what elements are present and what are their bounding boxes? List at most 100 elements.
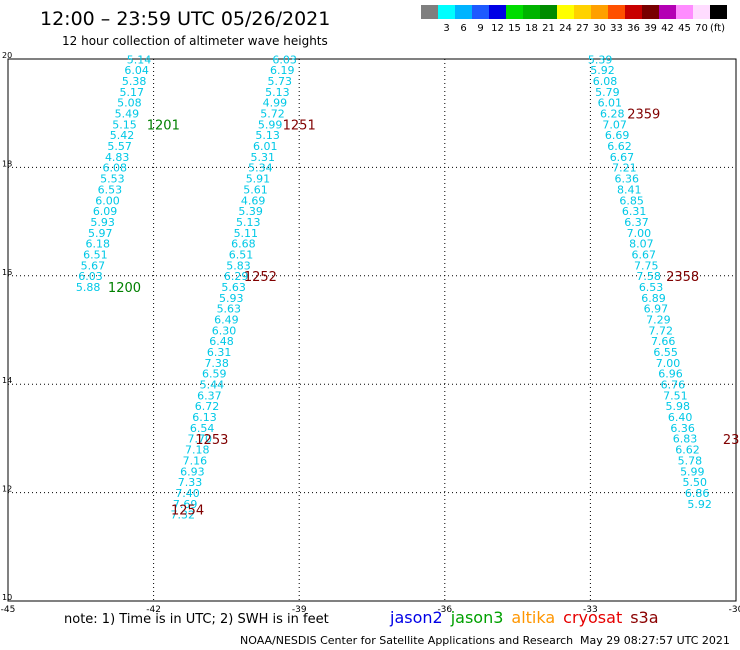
wave-height-label: 6.53: [639, 281, 664, 294]
wave-height-label: 5.08: [117, 97, 142, 110]
wave-height-label: 5.14: [127, 53, 152, 66]
wave-height-label: 6.97: [644, 303, 669, 316]
colorbar-label: 9: [477, 23, 484, 34]
wave-height-label: 5.93: [219, 292, 244, 305]
colorbar-swatch: [574, 5, 591, 19]
wave-height-label: 6.62: [675, 444, 700, 457]
colorbar-swatch: [608, 5, 625, 19]
wave-height-label: 5.92: [687, 498, 712, 511]
colorbar-swatch: [489, 5, 506, 19]
wave-height-label: 5.39: [238, 205, 263, 218]
wave-height-label: 5.88: [76, 281, 101, 294]
colorbar-swatch: [438, 5, 455, 19]
wave-height-label: 6.49: [214, 313, 239, 326]
wave-height-label: 5.13: [265, 86, 290, 99]
wave-height-label: 5.63: [217, 303, 242, 316]
wave-height-label: 6.31: [207, 346, 232, 359]
wave-height-label: 7.75: [634, 259, 659, 272]
wave-height-label: 6.83: [673, 433, 698, 446]
wave-height-label: 6.51: [83, 248, 108, 261]
y-tick-label: 14: [2, 376, 12, 385]
wave-height-label: 5.31: [251, 151, 276, 164]
wave-height-label: 5.50: [682, 476, 707, 489]
wave-height-label: 5.34: [248, 162, 273, 175]
wave-height-label: 5.53: [100, 173, 125, 186]
wave-height-label: 7.66: [651, 335, 676, 348]
x-tick-label: -39: [292, 605, 307, 615]
wave-height-label: 6.68: [231, 238, 256, 251]
y-tick-label: 16: [2, 268, 12, 277]
wave-height-label: 6.18: [86, 238, 111, 251]
wave-height-label: 6.69: [605, 129, 630, 142]
wave-height-chart: -45-42-39-36-33-301012141618205.146.045.…: [1, 51, 740, 615]
wave-height-label: 7.70: [187, 433, 212, 446]
time-label: 1251: [283, 118, 316, 133]
wave-height-label: 5.79: [595, 86, 620, 99]
wave-height-label: 6.08: [103, 162, 128, 175]
colorbar-label: 33: [610, 23, 623, 34]
wave-height-label: 6.59: [202, 368, 227, 381]
wave-height-label: 5.93: [90, 216, 115, 229]
colorbar-label: 45: [678, 23, 691, 34]
footer-credit: NOAA/NESDIS Center for Satellite Applica…: [240, 634, 574, 647]
x-tick-label: -45: [1, 605, 16, 615]
wave-height-label: 7.21: [612, 162, 637, 175]
wave-height-label: 6.09: [93, 205, 118, 218]
wave-height-label: 7.40: [175, 487, 200, 500]
time-label: 1252: [244, 270, 277, 285]
wave-height-label: 6.85: [619, 194, 644, 207]
wave-height-label: 7.00: [627, 227, 652, 240]
time-label: 1201: [147, 118, 180, 133]
wave-height-label: 5.63: [221, 281, 246, 294]
wave-height-label: 6.31: [622, 205, 647, 218]
wave-height-label: 5.99: [680, 465, 705, 478]
colorbar-unit-label: (ft): [710, 23, 726, 34]
wave-height-label: 5.72: [260, 108, 285, 121]
wave-height-label: 6.48: [209, 335, 234, 348]
colorbar-swatch: [676, 5, 693, 19]
wave-height-label: 6.54: [190, 422, 215, 435]
wave-height-label: 5.38: [122, 75, 147, 88]
wave-height-label: 6.76: [661, 379, 686, 392]
wave-height-label: 8.07: [629, 238, 654, 251]
colorbar-swatch: [540, 5, 557, 19]
wave-height-label: 7.69: [173, 498, 198, 511]
wave-height-label: 5.39: [588, 53, 613, 66]
wave-height-label: 7.07: [602, 118, 627, 131]
wave-height-label: 6.13: [192, 411, 217, 424]
wave-height-label: 5.17: [120, 86, 145, 99]
wave-height-label: 6.08: [593, 75, 618, 88]
colorbar-swatch: [642, 5, 659, 19]
y-tick-label: 12: [2, 485, 12, 494]
colorbar-label: 27: [576, 23, 589, 34]
colorbar-swatch: [472, 5, 489, 19]
plot-frame: [7, 58, 737, 602]
wave-height-label: 4.83: [105, 151, 130, 164]
colorbar-label: 36: [627, 23, 640, 34]
wave-height-label: 6.93: [180, 465, 205, 478]
wave-height-label: 8.41: [617, 183, 642, 196]
wave-height-label: 7.72: [649, 324, 674, 337]
wave-height-label: 6.30: [212, 324, 237, 337]
wave-height-label: 5.91: [246, 173, 271, 186]
x-tick-label: -36: [437, 605, 452, 615]
time-label: 1253: [195, 433, 228, 448]
time-label: 23: [723, 433, 740, 448]
wave-height-label: 4.69: [241, 194, 266, 207]
colorbar-label: 39: [644, 23, 657, 34]
wave-height-label: 6.96: [658, 368, 683, 381]
colorbar-label: 24: [559, 23, 572, 34]
wave-height-label: 6.62: [607, 140, 632, 153]
colorbar-label: 18: [525, 23, 538, 34]
wave-height-label: 7.51: [663, 389, 688, 402]
satellite-legend: jason2 jason3 altika cryosat s3a: [390, 608, 667, 627]
wave-height-label: 5.42: [110, 129, 135, 142]
wave-height-label: 6.40: [668, 411, 693, 424]
colorbar-label: 21: [542, 23, 555, 34]
colorbar-label: 70: [695, 23, 708, 34]
wave-height-label: 7.18: [185, 444, 210, 457]
legend-item-jason2: jason2: [390, 608, 443, 627]
footer-timestamp: May 29 08:27:57 UTC 2021: [580, 634, 730, 647]
legend-item-altika: altika: [511, 608, 556, 627]
wave-height-label: 7.00: [656, 357, 681, 370]
